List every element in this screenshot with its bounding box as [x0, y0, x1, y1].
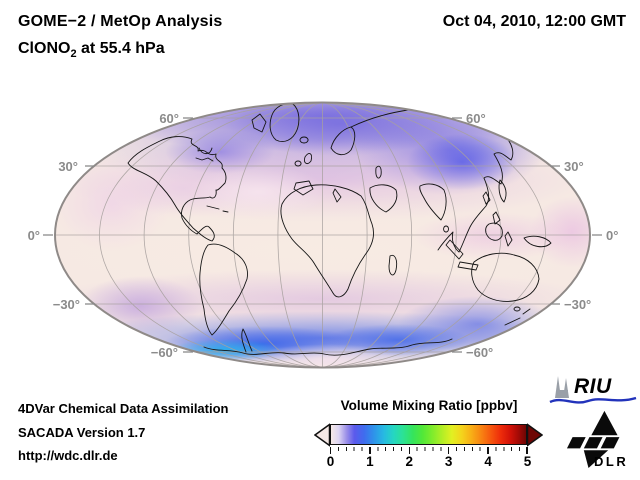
- colorbar-left-arrow: [314, 422, 330, 447]
- dlr-logo-emblem: [566, 410, 620, 468]
- colorbar-title: Volume Mixing Ratio [ppbv]: [340, 398, 518, 413]
- colorbar-minor-ticks: [330, 447, 528, 451]
- riu-logo-graphic: [549, 376, 637, 404]
- timestamp: Oct 04, 2010, 12:00 GMT: [442, 13, 626, 30]
- colorbar-gradient: [330, 424, 527, 445]
- colorbar-tick-2: [408, 447, 411, 454]
- riu-wave: [549, 396, 637, 404]
- lat-label-left-m60: −60°: [150, 345, 178, 360]
- lat-label-left-m30: −30°: [52, 297, 80, 312]
- footer-url: http://wdc.dlr.de: [18, 448, 118, 463]
- lat-label-left-0: 0°: [27, 228, 40, 243]
- lat-label-left-30: 30°: [58, 159, 78, 174]
- lat-label-right-0: 0°: [606, 228, 619, 243]
- species-level-label: ClONO2 at 55.4 hPa: [18, 40, 165, 60]
- colorbar-ticklabel-4: 4: [484, 454, 492, 469]
- riu-logo: RIU: [548, 374, 638, 408]
- map-boundary: [54, 101, 591, 369]
- footer-assimilation-label: 4DVar Chemical Data Assimilation: [18, 401, 229, 416]
- colorbar-tick-1: [369, 447, 371, 454]
- lat-label-right-60: 60°: [466, 111, 486, 126]
- cathedral-icon: [555, 376, 569, 398]
- colorbar-ticklabel-2: 2: [405, 454, 414, 469]
- latitude-ticks: [43, 117, 602, 353]
- colorbar-right-arrow: [527, 422, 543, 447]
- coastlines: [127, 103, 552, 356]
- colorbar-ticklabel-3: 3: [444, 454, 453, 469]
- species-subscript: 2: [70, 48, 77, 61]
- riu-logo-text: RIU: [574, 375, 612, 398]
- lat-label-left-60: 60°: [159, 111, 179, 126]
- colorbar-tick-0: [329, 447, 332, 454]
- footer-version-label: SACADA Version 1.7: [18, 425, 146, 440]
- dlr-logo-text: DLR: [594, 454, 629, 469]
- lat-label-right-m30: −30°: [564, 297, 592, 312]
- colorbar-tick-4: [487, 447, 489, 454]
- colorbar-tick-5: [526, 447, 528, 454]
- lat-label-right-m60: −60°: [466, 345, 494, 360]
- mixing-ratio-field: [55, 102, 590, 368]
- pressure-level: at 55.4 hPa: [76, 40, 165, 57]
- colorbar-ticklabel-1: 1: [366, 454, 374, 469]
- colorbar-tick-3: [447, 447, 450, 454]
- colorbar-ticklabel-5: 5: [523, 454, 532, 469]
- colorbar-ticklabel-0: 0: [326, 454, 335, 469]
- species-name: ClONO: [18, 40, 71, 57]
- lat-label-right-30: 30°: [564, 159, 584, 174]
- dlr-logo: DLR: [564, 408, 634, 474]
- page-title: GOME−2 / MetOp Analysis: [18, 13, 223, 30]
